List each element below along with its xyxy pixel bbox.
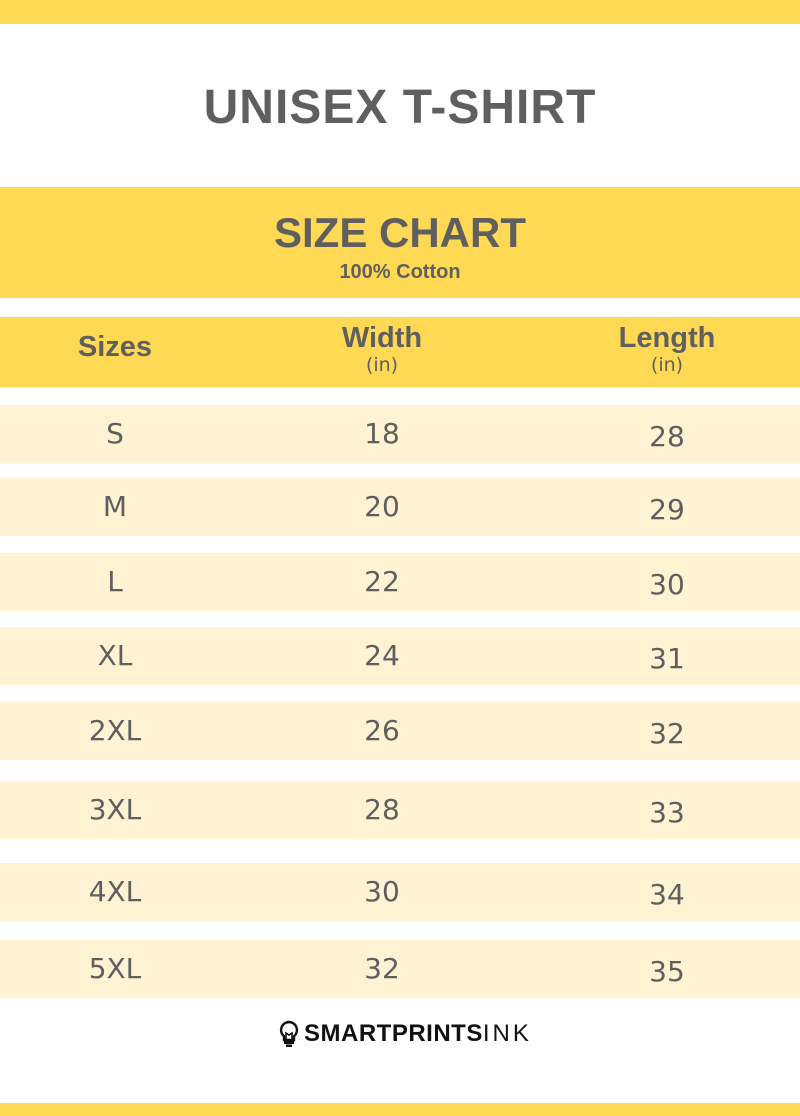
cell-size: M — [102, 490, 128, 523]
brand-logo: SMARTPRINTS INK — [278, 1020, 532, 1048]
cell-width: 24 — [364, 639, 400, 672]
table-header: Sizes Width (in) Length (in) — [0, 317, 800, 387]
cell-size: L — [107, 565, 123, 598]
cell-width: 20 — [364, 490, 400, 523]
table-row: 5XL 32 35 — [0, 940, 800, 998]
cell-length: 30 — [649, 568, 685, 601]
cell-length: 31 — [649, 642, 685, 675]
cell-width: 18 — [364, 417, 400, 450]
table-row: 3XL 28 33 — [0, 781, 800, 839]
cell-size: 3XL — [88, 793, 142, 826]
cell-size: XL — [97, 639, 133, 672]
cell-width: 30 — [364, 875, 400, 908]
header-label: Width — [341, 322, 423, 354]
header-label: Length — [618, 322, 716, 354]
banner-subheading: 100% Cotton — [339, 261, 461, 283]
logo-text-light: INK — [482, 1020, 532, 1047]
table-row: XL 24 31 — [0, 627, 800, 685]
cell-size: 5XL — [88, 952, 142, 985]
header-label: Sizes — [77, 331, 153, 363]
table-row: M 20 29 — [0, 478, 800, 536]
cell-length: 28 — [649, 420, 685, 453]
table-row: 4XL 30 34 — [0, 863, 800, 921]
banner-heading: SIZE CHART — [274, 209, 526, 256]
page-title: UNISEX T-SHIRT — [203, 81, 597, 134]
cell-length: 33 — [649, 796, 685, 829]
cell-size: 2XL — [88, 714, 142, 747]
table-row: 2XL 26 32 — [0, 702, 800, 760]
lightbulb-icon — [279, 1020, 299, 1047]
cell-length: 35 — [649, 955, 685, 988]
cell-width: 28 — [364, 793, 400, 826]
table-row: S 18 28 — [0, 405, 800, 463]
top-accent-bar — [0, 0, 800, 24]
header-sizes: Sizes — [0, 331, 235, 364]
header-unit: (in) — [650, 354, 684, 376]
header-length: Length (in) — [547, 322, 787, 375]
logo-text-bold: SMARTPRINTS — [304, 1020, 483, 1047]
header-unit: (in) — [365, 354, 399, 376]
cell-width: 26 — [364, 714, 400, 747]
cell-length: 32 — [649, 717, 685, 750]
cell-size: S — [106, 417, 124, 450]
cell-length: 34 — [649, 878, 685, 911]
cell-size: 4XL — [88, 875, 142, 908]
header-width: Width (in) — [262, 322, 502, 375]
table-row: L 22 30 — [0, 553, 800, 611]
cell-width: 22 — [364, 565, 400, 598]
bottom-accent-bar — [0, 1103, 800, 1116]
cell-width: 32 — [364, 952, 400, 985]
cell-length: 29 — [649, 493, 685, 526]
size-chart-banner: SIZE CHART 100% Cotton — [0, 187, 800, 298]
